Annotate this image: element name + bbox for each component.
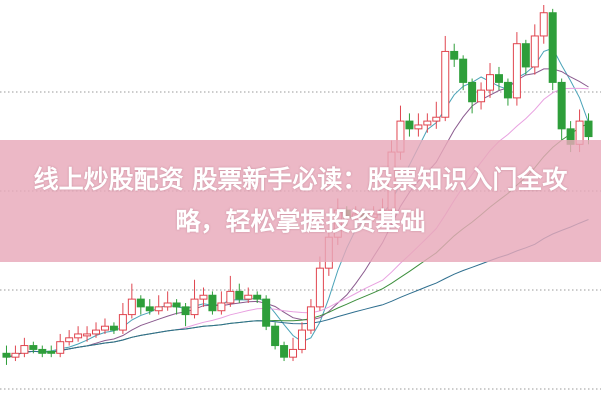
- candle-up: [226, 290, 235, 304]
- candle-down: [521, 43, 530, 68]
- candle-up: [127, 298, 136, 316]
- candle-down: [459, 58, 468, 83]
- candle-down: [548, 12, 557, 83]
- candle-up: [20, 345, 29, 354]
- candle-down: [109, 325, 118, 331]
- candle-up: [74, 333, 83, 339]
- candle-up: [92, 329, 101, 335]
- candle-up: [423, 120, 432, 126]
- candle-down: [47, 350, 56, 354]
- candle-down: [38, 348, 47, 354]
- candle-up: [441, 50, 450, 118]
- candle-down: [253, 294, 262, 300]
- candle-up: [477, 89, 486, 103]
- candle-down: [503, 81, 512, 99]
- candle-up: [190, 298, 199, 316]
- candle-down: [450, 50, 459, 60]
- candle-up: [199, 294, 208, 300]
- candle-up: [56, 341, 65, 354]
- candle-up: [289, 348, 298, 358]
- candle-up: [530, 35, 539, 68]
- candle-down: [280, 345, 289, 358]
- candle-down: [172, 302, 181, 308]
- candle-down: [181, 306, 190, 316]
- candle-down: [208, 294, 217, 312]
- candle-up: [297, 329, 306, 350]
- article-title: 线上炒股配资 股票新手必读：股票知识入门全攻略，轻松掌握投资基础: [33, 165, 568, 236]
- candle-up: [306, 306, 315, 331]
- candle-up: [154, 306, 163, 312]
- candle-up: [118, 314, 127, 331]
- candle-down: [2, 352, 11, 358]
- candle-up: [486, 74, 495, 91]
- candle-down: [494, 74, 503, 83]
- candle-down: [405, 120, 414, 130]
- candle-down: [468, 81, 477, 103]
- candle-down: [262, 298, 271, 327]
- candle-down: [271, 325, 280, 347]
- candle-up: [512, 43, 521, 99]
- candle-down: [557, 81, 566, 130]
- candle-up: [163, 302, 172, 308]
- candle-up: [100, 325, 109, 331]
- candle-up: [65, 337, 74, 343]
- candle-down: [145, 306, 154, 312]
- ma10-line: [6, 68, 589, 358]
- candle-down: [29, 345, 38, 350]
- candle-down: [584, 120, 593, 138]
- candle-up: [244, 294, 253, 300]
- candle-up: [83, 333, 92, 337]
- candle-up: [315, 267, 324, 308]
- candle-up: [414, 124, 423, 130]
- candle-up: [539, 12, 548, 37]
- candle-up: [432, 116, 441, 122]
- candle-down: [136, 298, 145, 308]
- candle-up: [217, 302, 226, 312]
- candle-down: [235, 290, 244, 300]
- title-banner: 线上炒股配资 股票新手必读：股票知识入门全攻略，轻松掌握投资基础: [0, 140, 601, 262]
- candle-up: [11, 352, 20, 358]
